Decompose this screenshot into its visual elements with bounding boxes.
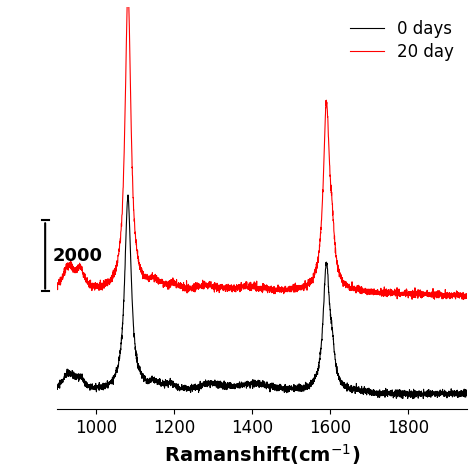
Line: 20 day: 20 day: [57, 0, 467, 300]
20 day: [229, 286, 235, 292]
20 day: [211, 289, 217, 294]
0 days: [125, 193, 131, 199]
0 days: [54, 382, 60, 387]
Text: 2000: 2000: [52, 247, 102, 265]
0 days: [456, 391, 462, 397]
20 day: [464, 292, 470, 297]
0 days: [229, 385, 235, 391]
X-axis label: Ramanshift(cm$^{-1}$): Ramanshift(cm$^{-1}$): [164, 442, 360, 467]
Legend: 0 days, 20 day: 0 days, 20 day: [345, 15, 459, 66]
0 days: [464, 388, 470, 394]
Line: 0 days: 0 days: [57, 195, 467, 399]
0 days: [101, 384, 107, 390]
20 day: [412, 285, 418, 291]
20 day: [456, 294, 462, 300]
0 days: [410, 396, 416, 401]
20 day: [54, 282, 60, 287]
0 days: [412, 389, 418, 395]
0 days: [125, 192, 131, 198]
0 days: [211, 382, 217, 387]
20 day: [101, 285, 107, 291]
20 day: [461, 297, 466, 302]
